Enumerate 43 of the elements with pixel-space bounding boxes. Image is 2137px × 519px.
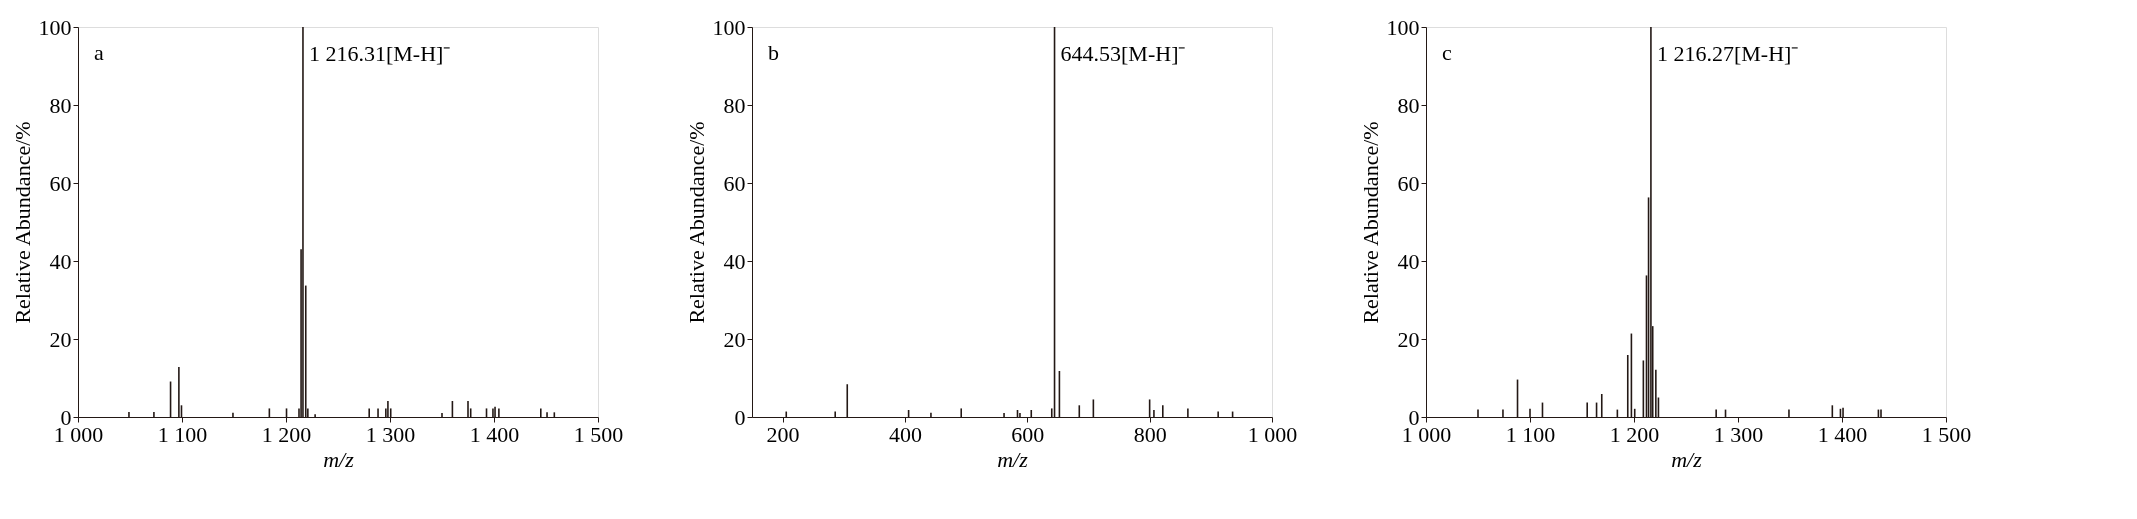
x-tick-label: 1 000: [1247, 421, 1298, 447]
x-tick-label: 1 400: [469, 421, 520, 447]
y-tick-label: 100: [712, 14, 746, 40]
y-tick-label: 60: [723, 170, 746, 196]
x-axis-title: m/z: [1671, 446, 1703, 472]
x-tick-label: 600: [1011, 421, 1045, 447]
annotation: 1 216.27[M-H]⁻: [1656, 41, 1799, 67]
x-tick-label: 1 500: [573, 421, 624, 447]
y-tick-label: 100: [1386, 14, 1420, 40]
annotation: b: [768, 40, 779, 65]
y-tick-label: 60: [1397, 170, 1420, 196]
y-tick-label: 20: [49, 326, 72, 352]
x-axis-title: m/z: [323, 446, 355, 472]
y-tick-label: 20: [1397, 326, 1420, 352]
y-tick-label: 80: [1397, 92, 1420, 118]
y-axis-title: Relative Abundance/%: [1357, 121, 1383, 324]
x-tick-label: 1 300: [1713, 421, 1764, 447]
y-tick-label: 40: [49, 248, 72, 274]
y-tick-label: 40: [723, 248, 746, 274]
x-tick-label: 1 100: [157, 421, 208, 447]
y-tick-label: 60: [49, 170, 72, 196]
y-tick-label: 0: [734, 404, 746, 430]
x-axis-title: m/z: [997, 446, 1029, 472]
x-tick-label: 1 200: [261, 421, 312, 447]
x-tick-label: 1 100: [1505, 421, 1556, 447]
x-tick-label: 400: [888, 421, 922, 447]
y-axis-title: Relative Abundance/%: [683, 121, 709, 324]
x-tick-label: 800: [1133, 421, 1167, 447]
x-tick-label: 1 500: [1921, 421, 1972, 447]
y-tick-label: 100: [38, 14, 72, 40]
x-tick-label: 200: [766, 421, 800, 447]
y-tick-label: 80: [49, 92, 72, 118]
y-tick-label: 40: [1397, 248, 1420, 274]
annotation: 1 216.31[M-H]⁻: [308, 41, 451, 67]
y-tick-label: 80: [723, 92, 746, 118]
x-tick-label: 1 200: [1609, 421, 1660, 447]
x-tick-label: 1 300: [365, 421, 416, 447]
annotation: 644.53[M-H]⁻: [1060, 41, 1186, 67]
y-tick-label: 20: [723, 326, 746, 352]
x-tick-label: 1 400: [1817, 421, 1868, 447]
y-axis-title: Relative Abundance/%: [9, 121, 35, 324]
annotation: a: [94, 40, 104, 65]
annotation: c: [1442, 40, 1452, 65]
